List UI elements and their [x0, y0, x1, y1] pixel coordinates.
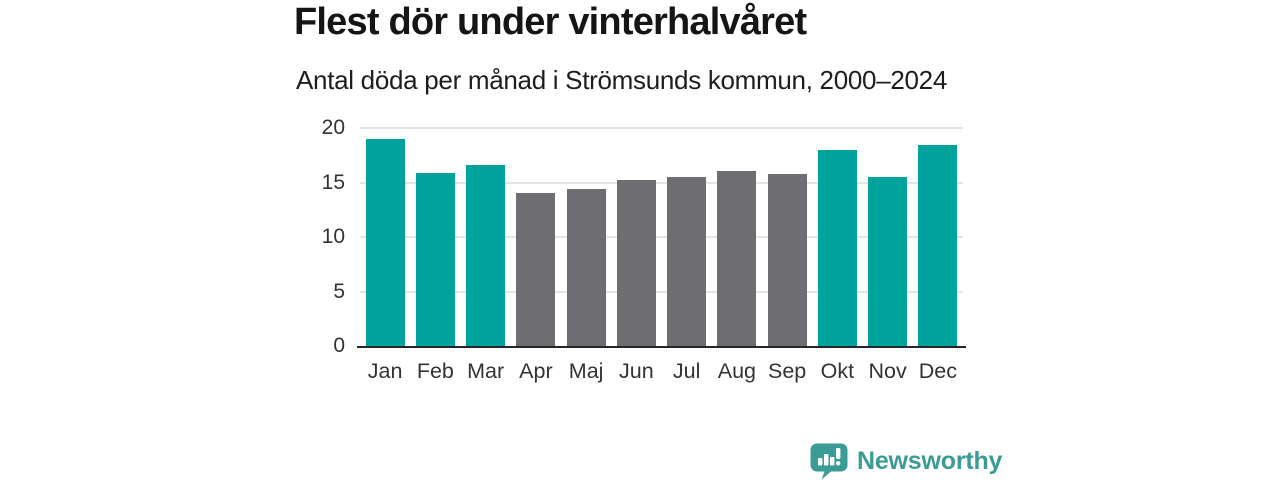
- bar-aug: [717, 170, 757, 346]
- x-axis-tick-label-jul: Jul: [672, 359, 701, 383]
- gridline-5: [360, 290, 963, 293]
- gridline-20: [360, 127, 963, 129]
- newsworthy-logo: Newsworthy: [810, 443, 1002, 480]
- y-axis-tick-label: 5: [333, 279, 345, 303]
- logo-wordmark: Newsworthy: [857, 447, 1003, 475]
- x-axis-tick-label-jan: Jan: [367, 359, 403, 383]
- bar-mar: [466, 165, 506, 346]
- chart-title: Flest dör under vinterhalvåret: [294, 1, 807, 43]
- y-axis-tick-label: 15: [321, 170, 345, 194]
- chart-subtitle: Antal döda per månad i Strömsunds kommun…: [296, 65, 948, 95]
- x-axis-tick-label-apr: Apr: [519, 359, 553, 383]
- x-axis-tick-label-mar: Mar: [467, 359, 505, 383]
- bar-feb: [415, 172, 455, 346]
- y-axis-tick-label: 10: [321, 225, 345, 248]
- bar-okt: [817, 149, 857, 346]
- x-axis-tick-label-okt: Okt: [820, 359, 855, 383]
- bar-jul: [667, 177, 707, 346]
- y-axis-tick-label: 20: [321, 116, 345, 139]
- x-axis-line: [357, 346, 966, 348]
- x-axis-tick-label-maj: Maj: [568, 359, 604, 383]
- x-axis-tick-label-feb: Feb: [416, 359, 454, 383]
- y-axis-tick-label: 0: [333, 334, 345, 357]
- bar-sep: [767, 173, 807, 346]
- bar-apr: [516, 193, 556, 346]
- gridline-10: [360, 236, 963, 238]
- bar-maj: [566, 189, 606, 346]
- x-axis-tick-label-dec: Dec: [918, 359, 957, 383]
- x-axis-tick-label-aug: Aug: [717, 359, 756, 383]
- bar-nov: [868, 177, 908, 346]
- bar-dec: [918, 145, 958, 346]
- bar-jun: [616, 180, 656, 346]
- bar-jan: [365, 138, 405, 346]
- x-axis-tick-label-nov: Nov: [868, 359, 907, 383]
- x-axis-tick-label-sep: Sep: [767, 359, 807, 383]
- bar-chart-speech-bubble-icon: [810, 443, 848, 480]
- x-axis-tick-label-jun: Jun: [619, 359, 654, 383]
- gridline-15: [360, 181, 963, 184]
